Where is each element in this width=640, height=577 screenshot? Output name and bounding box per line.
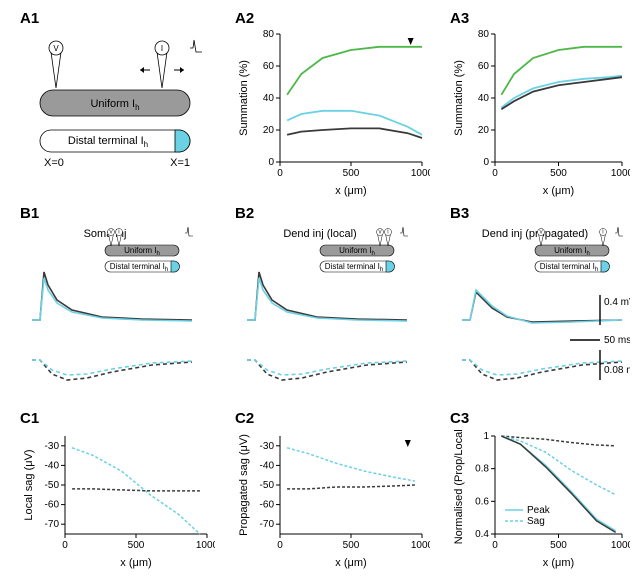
svg-text:0: 0 [483,157,489,168]
chart-C1: -70 -60 -50 -40 -30 0 500 1000 x (μm) Local sag (… [20,430,215,570]
svg-text:Peak: Peak [527,505,551,516]
svg-text:500: 500 [343,168,360,179]
svg-text:0: 0 [277,168,283,179]
svg-text:1000: 1000 [411,540,430,551]
svg-text:0.8: 0.8 [475,464,489,475]
svg-text:I: I [161,44,163,53]
label-C2: C2 [235,410,254,427]
svg-text:-30: -30 [45,441,60,452]
label-A3: A3 [450,10,469,27]
svg-text:x (μm): x (μm) [543,185,574,197]
svg-text:x (μm): x (μm) [335,557,366,569]
svg-text:-70: -70 [45,519,60,530]
svg-text:I: I [118,230,119,236]
svg-text:X=1: X=1 [170,157,190,169]
svg-text:Distal terminal Ih: Distal terminal Ih [68,135,148,149]
svg-text:Dend inj (propagated): Dend inj (propagated) [482,228,588,240]
svg-text:20: 20 [263,125,275,136]
svg-text:x (μm): x (μm) [120,557,151,569]
svg-text:Propagated sag (μV): Propagated sag (μV) [238,434,250,536]
trace-B1: Soma injUniform IhDistal terminal IhVI [20,225,220,405]
svg-text:500: 500 [550,540,567,551]
svg-text:Sag: Sag [527,516,545,527]
svg-text:I: I [387,230,388,236]
svg-text:I: I [602,230,603,236]
chart-C3: 0.4 0.6 0.8 1 0 500 1000 x (μm) Normalised (Prop… [450,430,630,570]
svg-text:60: 60 [478,61,490,72]
svg-text:x (μm): x (μm) [335,185,366,197]
svg-text:500: 500 [550,168,567,179]
svg-text:40: 40 [478,93,490,104]
svg-text:-50: -50 [260,480,275,491]
svg-text:Summation (%): Summation (%) [453,60,465,136]
svg-text:Local sag (μV): Local sag (μV) [23,449,35,520]
svg-text:1000: 1000 [411,168,430,179]
label-A1: A1 [20,10,39,27]
svg-text:x (μm): x (μm) [543,557,574,569]
svg-text:80: 80 [263,29,275,40]
svg-text:-60: -60 [260,500,275,511]
svg-text:50 ms: 50 ms [604,335,630,346]
svg-text:Normalised (Prop/Local): Normalised (Prop/Local) [453,430,465,544]
label-B3: B3 [450,205,469,222]
label-B1: B1 [20,205,39,222]
figure: A1 A2 A3 B1 B2 B3 C1 C2 C3 Uniform Ih Dis… [10,10,630,567]
svg-text:0: 0 [492,540,498,551]
svg-text:1: 1 [483,431,489,442]
svg-text:80: 80 [478,29,490,40]
svg-text:0.4: 0.4 [475,529,489,540]
svg-text:40: 40 [263,93,275,104]
svg-text:-60: -60 [45,500,60,511]
svg-text:500: 500 [343,540,360,551]
svg-text:Uniform Ih: Uniform Ih [90,98,139,112]
svg-text:60: 60 [263,61,275,72]
svg-text:1000: 1000 [611,168,630,179]
svg-text:V: V [53,44,59,53]
label-A2: A2 [235,10,254,27]
svg-text:0.4 mV: 0.4 mV [604,297,630,308]
svg-text:-40: -40 [45,460,60,471]
svg-text:Summation (%): Summation (%) [238,60,250,136]
svg-text:-50: -50 [45,480,60,491]
svg-text:0.08 mV: 0.08 mV [604,365,630,376]
svg-text:0: 0 [277,540,283,551]
diagram-A1: Uniform Ih Distal terminal Ih X=0 X=1 V I [30,30,210,190]
svg-text:0.6: 0.6 [475,496,489,507]
svg-text:1000: 1000 [611,540,630,551]
chart-A3: 0 20 40 60 80 0 500 1000 x (μm) Summation (%) [450,28,630,198]
label-C1: C1 [20,410,39,427]
svg-text:20: 20 [478,125,490,136]
svg-text:0: 0 [492,168,498,179]
svg-text:0: 0 [268,157,274,168]
svg-text:-30: -30 [260,441,275,452]
svg-text:1000: 1000 [196,540,215,551]
chart-A2: 0 20 40 60 80 0 500 1000 x (μm) Summation (%) [235,28,430,198]
svg-text:-70: -70 [260,519,275,530]
svg-text:500: 500 [128,540,145,551]
label-C3: C3 [450,410,469,427]
svg-text:-40: -40 [260,460,275,471]
label-B2: B2 [235,205,254,222]
chart-C2: -70 -60 -50 -40 -30 0 500 1000 x (μm) Propagated … [235,430,430,570]
svg-text:X=0: X=0 [44,157,64,169]
svg-text:0: 0 [62,540,68,551]
trace-B2: Dend inj (local)Uniform IhDistal termina… [235,225,435,405]
trace-B3: Dend inj (propagated)Uniform IhDistal te… [450,225,630,405]
svg-text:Dend inj (local): Dend inj (local) [283,228,356,240]
